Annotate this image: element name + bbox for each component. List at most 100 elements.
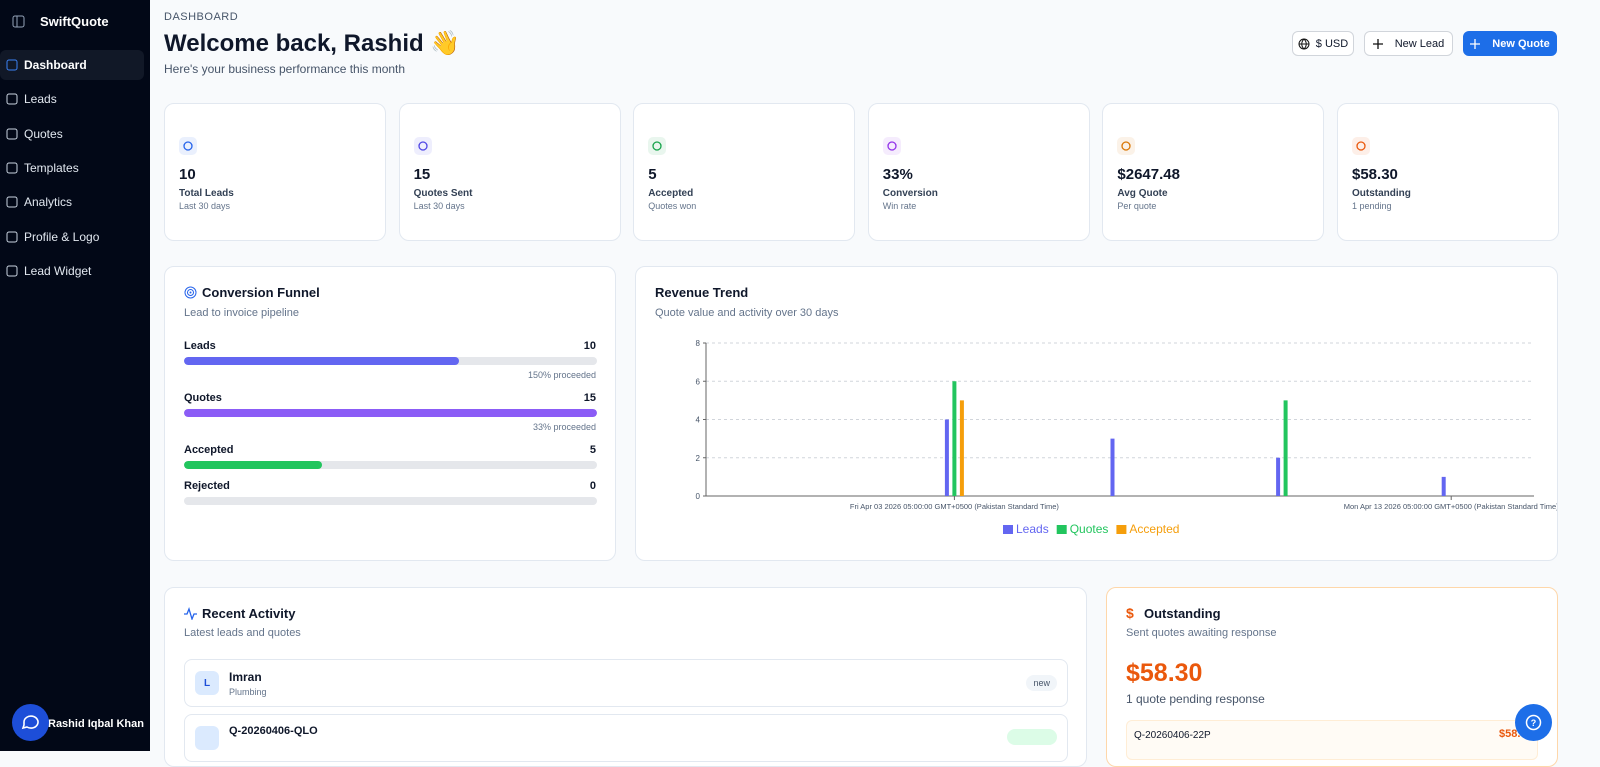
outstanding-item[interactable]: Q-20260406-22P $58.30 [1126,720,1538,760]
nav-label: Dashboard [24,58,87,72]
nav-label: Analytics [24,195,73,210]
stage-value: 10 [583,340,596,352]
bar [1110,438,1115,496]
legend-swatch [1003,525,1013,534]
revenue-card: Revenue Trend Quote value and activity o… [635,266,1558,561]
new-lead-button[interactable]: New Lead [1364,31,1453,56]
stage-track [184,357,597,365]
amount: $58.30 [1126,659,1203,687]
y-tick-label: 0 [696,492,701,501]
page-title: Welcome back, Rashid 👋 [164,30,461,57]
y-tick-label: 8 [696,339,701,348]
icon-shape [6,162,18,174]
icon-shape [6,231,18,242]
stat-sub: Per quote [1117,201,1157,211]
label: New Lead [1394,37,1445,50]
help-button[interactable]: ? [1515,704,1552,741]
funnel-card: Conversion Funnel Lead to invoice pipeli… [164,266,616,561]
nav-item[interactable]: Analytics [0,187,144,217]
stage-bar [184,357,460,365]
nav-icon [6,196,18,208]
bar [1283,400,1288,496]
card-subtitle: Latest leads and quotes [184,627,301,639]
stage-value: 5 [589,444,596,456]
y-tick-label: 4 [696,416,701,425]
nav-item[interactable]: Leads [0,84,144,114]
page: SwiftQuote Dashboard Leads Quotes Templates… [0,0,1559,767]
stat-card: 33% Conversion Win rate [867,103,1090,241]
item-name: Q-20260406-QLO [229,725,318,737]
nav-label: Leads [24,92,57,107]
avatar [195,726,219,750]
sidebar: SwiftQuote Dashboard Leads Quotes Templates… [0,0,150,751]
badge [1007,729,1057,745]
stat-sub: Last 30 days [413,201,465,211]
stat-label: Conversion [882,188,938,199]
eyebrow: DASHBOARD [164,11,239,23]
stat-value: 15 [413,166,431,183]
chat-button[interactable] [12,704,49,741]
brand: SwiftQuote [40,14,109,29]
bar [944,419,949,496]
nav-item[interactable]: Dashboard [0,50,144,80]
stat-value: 10 [179,166,196,183]
bar [952,381,957,496]
stage-note: 33% proceeded [532,422,596,432]
stage-note: 150% proceeded [527,370,596,380]
stage-label: Accepted [184,444,234,456]
x-tick-label: Fri Apr 03 2026 05:00:00 GMT+0500 (Pakis… [850,502,1060,511]
stat-icon [413,137,432,155]
nav-icon [6,59,18,71]
stage-track [184,409,597,417]
stat-card: 5 Accepted Quotes won [633,103,856,241]
nav-item[interactable]: Profile & Logo [0,222,144,252]
activity-item[interactable]: Q-20260406-QLO [184,714,1068,762]
stat-card: 10 Total Leads Last 30 days [164,103,386,241]
stage-bar [184,461,322,469]
stage-label: Leads [184,340,216,352]
stat-sub: Last 30 days [179,201,231,211]
label: $ USD [1315,37,1349,50]
currency-button[interactable]: $ USD [1292,31,1354,56]
nav-icon [6,93,18,105]
icon-shape [6,196,18,208]
toggle-icon[interactable] [12,15,25,28]
icon-shape [6,59,18,71]
stage-bar [184,409,597,417]
stage-value: 15 [583,392,596,404]
stat-icon [882,137,901,155]
new-quote-button[interactable]: New Quote [1463,31,1557,56]
nav-label: Quotes [24,126,63,141]
stage-track [184,461,597,469]
label: New Quote [1492,37,1550,50]
nav-label: Templates [24,160,79,175]
stat-icon [1117,137,1136,155]
outstanding-card: $ Outstanding Sent quotes awaiting respo… [1106,587,1558,767]
nav-item[interactable]: Quotes [0,119,144,149]
nav-icon [6,231,18,242]
legend-label: Leads [1016,522,1049,536]
nav-item[interactable]: Templates [0,153,144,183]
legend-label: Quotes [1070,522,1109,536]
stat-sub: Win rate [882,201,917,211]
svg-text:?: ? [1531,718,1537,728]
chart: 0 2 4 6 8 Fri Apr 03 2026 05:00:00 GMT+0500 (… [696,339,1557,536]
card-title: Revenue Trend [655,285,749,300]
stat-icon [1352,137,1370,155]
card-subtitle: Lead to invoice pipeline [184,307,299,319]
nav-icon [6,162,18,174]
y-tick-label: 6 [696,377,701,386]
stat-sub: Quotes won [648,201,697,211]
stat-card: $58.30 Outstanding 1 pending [1337,103,1559,241]
stat-sub: 1 pending [1352,201,1392,211]
stat-icon [179,137,197,155]
icon-shape [6,93,18,105]
nav-item[interactable]: Lead Widget [0,256,144,286]
stat-label: Accepted [648,188,694,199]
activity-icon [184,607,197,620]
stage-track [184,497,597,505]
stat-value: $58.30 [1352,166,1398,183]
activity-item[interactable]: L Imran Plumbing new [184,659,1068,707]
icon-shape [6,265,18,277]
stat-label: Outstanding [1352,188,1411,199]
